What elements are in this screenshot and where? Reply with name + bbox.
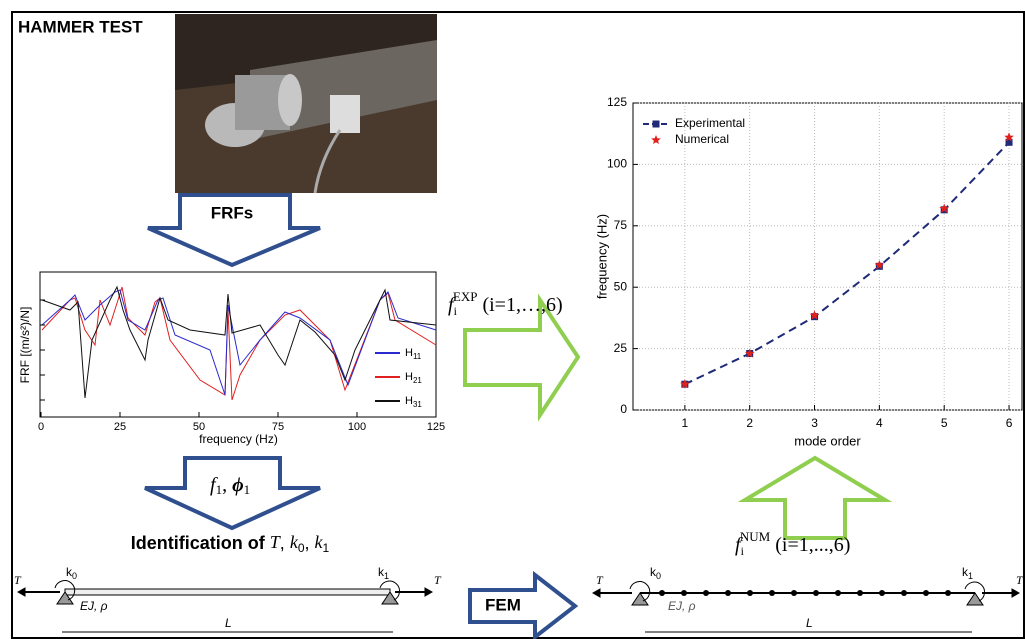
x-axis-label: mode order: [794, 433, 861, 448]
x-tick-label: 3: [811, 416, 818, 430]
plot-area: [633, 103, 1022, 410]
x-axis-label: frequency (Hz): [199, 432, 278, 446]
y-tick-label: 50: [614, 279, 628, 293]
svg-text:T: T: [596, 573, 604, 587]
svg-text:T: T: [1016, 573, 1024, 587]
mode-chart: 0 25 50 75 100 125 1 2 3 4 5 6 mode order frequency (…: [594, 95, 1022, 448]
x-tick-label: 75: [272, 421, 284, 433]
svg-text:EJ, ρ: EJ, ρ: [668, 599, 696, 613]
legend-label: Experimental: [675, 116, 745, 130]
svg-text:k1: k1: [962, 565, 973, 581]
svg-text:T: T: [14, 573, 22, 587]
svg-text:EJ, ρ: EJ, ρ: [80, 599, 108, 613]
photo: [175, 14, 437, 193]
svg-text:T: T: [434, 573, 442, 587]
legend-label: Numerical: [675, 132, 729, 146]
svg-text:L: L: [806, 616, 813, 630]
arrow-label: FEM: [485, 595, 521, 614]
y-axis-label: FRF [(m/s²)/N]: [18, 307, 32, 384]
title: HAMMER TEST: [18, 17, 143, 36]
svg-text:k1: k1: [378, 565, 389, 581]
y-tick-label: 125: [607, 95, 627, 109]
y-axis-label: frequency (Hz): [594, 214, 609, 299]
y-tick-label: 100: [607, 157, 627, 171]
x-tick-label: 4: [876, 416, 883, 430]
x-tick-label: 6: [1006, 416, 1013, 430]
svg-text:L: L: [225, 616, 232, 630]
arrow-up: [745, 458, 885, 538]
x-tick-label: 50: [193, 421, 205, 433]
x-tick-label: 2: [746, 416, 753, 430]
num-label: fiNUM (i=1,...,6): [735, 529, 850, 558]
plot-area: [40, 272, 436, 417]
arrow-right: [465, 300, 578, 415]
x-tick-label: 25: [114, 421, 126, 433]
figure: HAMMER TEST FRFs f1, ϕ1 Identification o…: [0, 0, 1025, 639]
legend-marker: [653, 121, 660, 128]
x-tick-label: 100: [348, 421, 366, 433]
identification: Identification of T, k0, k1: [131, 532, 330, 555]
x-tick-label: 0: [38, 421, 44, 433]
x-tick-label: 125: [427, 421, 445, 433]
y-tick-label: 75: [614, 218, 628, 232]
x-tick-label: 1: [682, 416, 689, 430]
x-tick-label: 5: [941, 416, 948, 430]
svg-text:k0: k0: [66, 565, 77, 581]
y-tick-label: 25: [614, 341, 628, 355]
svg-text:k0: k0: [650, 565, 661, 581]
arrow-label: FRFs: [211, 203, 254, 222]
exp-label: fiEXP (i=1,…,6): [448, 289, 563, 318]
y-tick-label: 0: [620, 402, 627, 416]
